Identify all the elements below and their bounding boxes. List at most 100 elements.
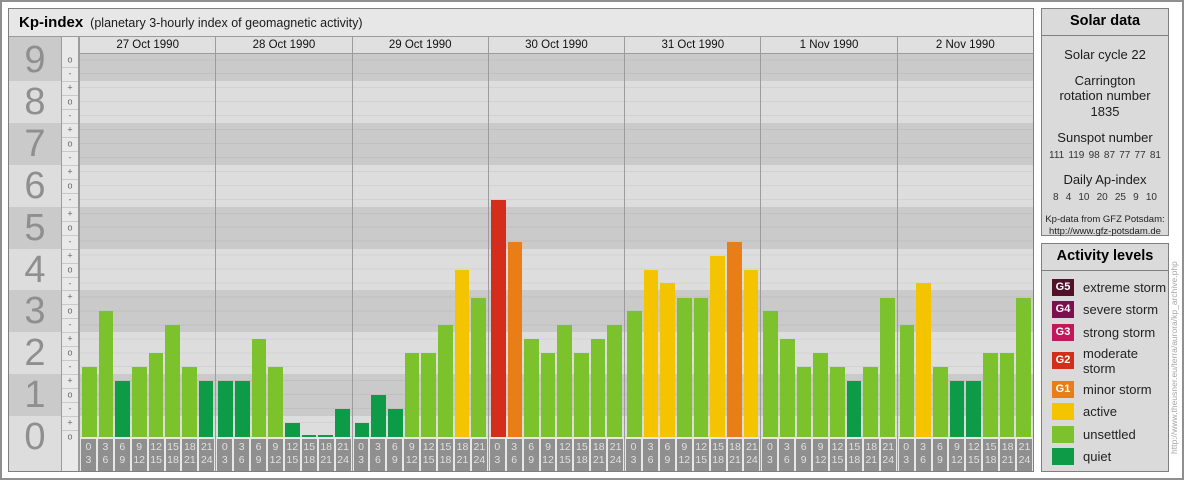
hour-row: 0 3 3 6 6 9 9 12 12 15 15 18 18 21 21 24 bbox=[353, 439, 488, 471]
kp-unit-band bbox=[9, 248, 61, 291]
y-subtick-label: - bbox=[68, 152, 72, 163]
activity-levels-title: Activity levels bbox=[1042, 244, 1168, 271]
y-subtick-label: o bbox=[67, 54, 73, 65]
kp-unit-band bbox=[625, 123, 761, 165]
kp-unit-band bbox=[488, 54, 625, 82]
day-plot bbox=[625, 54, 761, 437]
kp-unit-band bbox=[761, 164, 897, 207]
day-bars bbox=[625, 54, 760, 437]
watermark-url: http://www.theusner.eu/terra/aurora/kp_a… bbox=[1169, 261, 1179, 454]
day-plot bbox=[352, 54, 488, 437]
hour-slot-label: 15 18 bbox=[438, 439, 453, 471]
day-column: 1 Nov 1990 0 3 3 6 6 9 9 12 12 15 15 18 18 21 21 24 bbox=[760, 37, 897, 471]
kp-unit-band bbox=[897, 81, 1033, 124]
hour-slot-label: 12 15 bbox=[557, 439, 573, 471]
sunspot-number-title: Sunspot number bbox=[1057, 129, 1153, 145]
y-subtick-line bbox=[62, 178, 78, 180]
kp-unit-band bbox=[625, 54, 761, 82]
hour-slot-label: 15 18 bbox=[710, 439, 726, 471]
legend-label: unsettled bbox=[1083, 426, 1136, 442]
y-axis-label: 5 bbox=[24, 206, 46, 249]
legend-row: G2 moderate storm bbox=[1052, 346, 1168, 376]
kp-bar bbox=[404, 353, 420, 437]
kp-bar bbox=[660, 283, 676, 437]
hour-slot-label: 18 21 bbox=[727, 439, 743, 471]
legend-chip: G4 bbox=[1052, 301, 1074, 319]
legend-label: minor storm bbox=[1083, 382, 1152, 398]
kp-thirds-gridlines bbox=[216, 54, 352, 437]
kp-bar bbox=[234, 381, 250, 437]
data-source-line: Kp-data from GFZ Potsdam: bbox=[1045, 213, 1165, 225]
kp-unit-band bbox=[216, 416, 352, 437]
hour-slot-label: 15 18 bbox=[983, 439, 999, 471]
solar-data-panel: Solar data Solar cycle 22 Carrington rot… bbox=[1041, 8, 1169, 237]
y-subtick-line bbox=[62, 123, 78, 125]
kp-unit-band bbox=[897, 416, 1033, 437]
y-axis-label: 3 bbox=[24, 290, 46, 333]
kp-bar bbox=[607, 325, 623, 437]
hour-slot-label: 15 18 bbox=[165, 439, 181, 471]
y-subtick-label: - bbox=[68, 361, 72, 372]
kp-unit-band bbox=[216, 332, 352, 375]
kp-bar bbox=[727, 241, 742, 437]
kp-unit-band bbox=[761, 81, 897, 124]
hour-slot-label: 9 12 bbox=[131, 439, 147, 471]
y-subtick-label: + bbox=[67, 417, 73, 428]
y-subtick-label: - bbox=[68, 319, 72, 330]
kp-unit-band bbox=[216, 123, 352, 165]
y-subtick-line bbox=[62, 95, 78, 97]
date-header: 2 Nov 1990 bbox=[897, 37, 1033, 54]
kp-bar bbox=[899, 325, 915, 437]
kp-unit-band bbox=[80, 206, 216, 249]
date-header: 1 Nov 1990 bbox=[761, 37, 897, 54]
kp-unit-band bbox=[625, 81, 761, 124]
kp-bar bbox=[301, 435, 317, 437]
y-subtick-line bbox=[62, 276, 78, 278]
hour-slot-label: 21 24 bbox=[608, 439, 624, 471]
hour-row: 0 3 3 6 6 9 9 12 12 15 15 18 18 21 21 24 bbox=[761, 439, 896, 471]
kp-unit-band bbox=[80, 123, 216, 165]
ap-value: 8 bbox=[1053, 191, 1059, 203]
plot-area: 27 Oct 1990 0 3 3 6 6 9 9 12 12 15 15 18 18 21 21 24 28 O… bbox=[79, 37, 1033, 471]
ap-value: 4 bbox=[1065, 191, 1072, 203]
y-subtick-line bbox=[62, 388, 78, 390]
kp-bar bbox=[421, 353, 436, 437]
y-axis-label: 8 bbox=[24, 81, 46, 124]
y-subtick-label: o bbox=[67, 222, 73, 233]
kp-bar bbox=[933, 367, 948, 437]
kp-bar bbox=[643, 269, 659, 437]
y-subtick-label: - bbox=[68, 278, 72, 289]
y-subtick-label: + bbox=[67, 333, 73, 344]
ap-value: 9 bbox=[1133, 191, 1139, 203]
y-subtick-label: o bbox=[67, 264, 73, 275]
date-header: 28 Oct 1990 bbox=[216, 37, 352, 54]
legend-label: active bbox=[1083, 404, 1117, 420]
kp-bar bbox=[846, 381, 862, 437]
kp-unit-band bbox=[352, 54, 488, 82]
sunspot-value: 77 bbox=[1134, 149, 1146, 161]
ap-value: 25 bbox=[1114, 191, 1126, 203]
sunspot-values-row: 111 119 98 87 77 77 81 bbox=[1042, 150, 1168, 161]
kp-unit-band bbox=[761, 290, 897, 333]
day-plot bbox=[761, 54, 897, 437]
date-header: 29 Oct 1990 bbox=[352, 37, 488, 54]
hour-row: 0 3 3 6 6 9 9 12 12 15 15 18 18 21 21 24 bbox=[625, 439, 760, 471]
y-subtick-label: - bbox=[68, 403, 72, 414]
kp-bar bbox=[880, 297, 895, 437]
y-subtick-label: o bbox=[67, 305, 73, 316]
kp-bar bbox=[251, 339, 267, 437]
sunspot-value: 81 bbox=[1149, 149, 1161, 161]
ap-values-row: 8 4 10 20 25 9 10 bbox=[1042, 192, 1168, 203]
y-subtick-line bbox=[62, 430, 78, 432]
solar-data-title: Solar data bbox=[1042, 9, 1168, 36]
day-column: 31 Oct 1990 0 3 3 6 6 9 9 12 12 15 15 18 18 21 21 24 bbox=[624, 37, 761, 471]
kp-bar bbox=[98, 311, 114, 437]
